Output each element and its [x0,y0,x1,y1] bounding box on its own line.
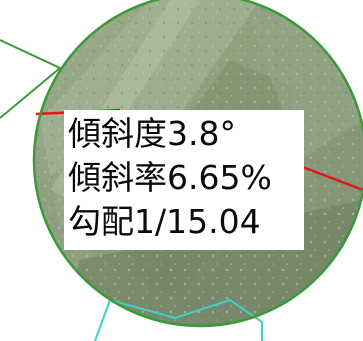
slope-percent-label: 傾斜率6.65% [68,158,272,197]
parcel-outline [94,298,263,341]
magnifier-circle [32,0,363,328]
measurement-line-right [299,164,363,192]
gradient-ratio-label: 勾配1/15.04 [68,202,261,241]
slope-degree-label: 傾斜度3.8° [68,114,236,153]
leader-line [0,39,62,119]
slope-annotation-box: 傾斜度3.8° 傾斜率6.65% 勾配1/15.04 [64,110,304,250]
